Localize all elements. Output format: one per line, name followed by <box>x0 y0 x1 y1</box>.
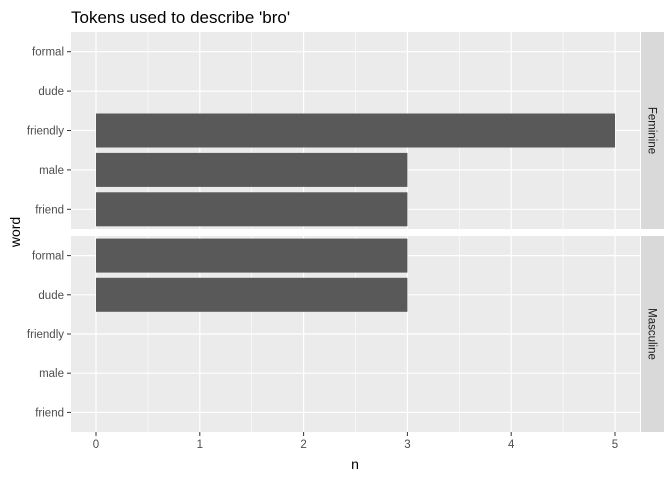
facet-strip <box>641 32 664 229</box>
x-tick-label: 3 <box>404 439 410 451</box>
x-tick-label: 2 <box>300 439 306 451</box>
y-tick-label: friend <box>35 407 64 419</box>
y-tick-label: dude <box>38 290 64 302</box>
bar-feminine-friend <box>96 192 408 227</box>
y-tick-label: friendly <box>27 126 64 138</box>
bar-feminine-male <box>96 152 408 187</box>
x-tick-label: 0 <box>93 439 99 451</box>
facet-strip <box>641 236 664 432</box>
facet-strip-label: Masculine <box>646 308 658 360</box>
y-tick-label: male <box>39 165 64 177</box>
x-tick-label: 5 <box>612 439 618 451</box>
y-tick-label: formal <box>32 251 64 263</box>
y-tick-label: friend <box>35 204 64 216</box>
y-tick-label: dude <box>38 86 64 98</box>
x-axis-title: n <box>351 456 359 472</box>
y-tick-label: friendly <box>27 329 64 341</box>
bar-feminine-friendly <box>96 113 615 148</box>
y-tick-label: formal <box>32 47 64 59</box>
bar-masculine-dude <box>96 277 408 312</box>
bar-masculine-formal <box>96 238 408 273</box>
facet-strip-label: Feminine <box>646 107 658 154</box>
y-axis-title: word <box>7 217 23 248</box>
x-tick-label: 1 <box>197 439 203 451</box>
x-tick-label: 4 <box>508 439 515 451</box>
chart-title: Tokens used to describe 'bro' <box>71 8 290 27</box>
y-tick-label: male <box>39 368 64 380</box>
plot-layer: formal dude friendly male friend Feminine form… <box>27 32 664 451</box>
